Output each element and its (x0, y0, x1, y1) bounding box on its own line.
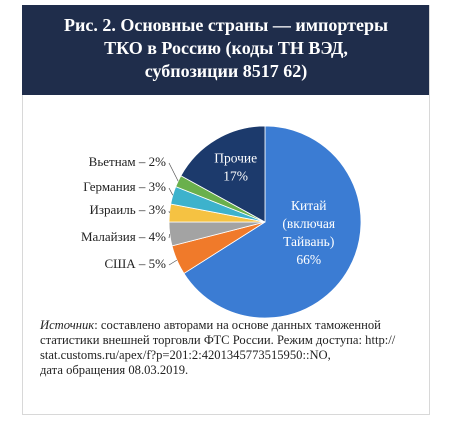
slice-label: (включая (282, 216, 335, 231)
slice-label: Тайвань) (283, 234, 334, 249)
slice-label: Прочие (214, 151, 257, 166)
slice-label: Вьетнам – 2% (89, 154, 167, 169)
leader-line (168, 233, 171, 239)
chart-title: ТКО в Россию (коды ТН ВЭД, (104, 38, 348, 59)
leader-line (168, 187, 174, 196)
slice-label: 66% (296, 252, 321, 267)
slice-label: Китай (291, 198, 327, 213)
source-label: Источник (40, 318, 95, 332)
pie-slice (183, 125, 362, 319)
source-line: stat.customs.ru/apex/f?p=201:2:420134577… (40, 348, 331, 362)
chart-title: Рис. 2. Основные страны — импортеры (64, 15, 388, 35)
slice-label: 17% (223, 169, 248, 184)
source-line: Источник: составлено авторами на основе … (40, 318, 420, 333)
slice-label: США – 5% (104, 256, 166, 271)
slice-label: Германия – 3% (83, 179, 166, 194)
slice-label: Малайзия – 4% (81, 229, 166, 244)
slice-label: Израиль – 3% (90, 202, 167, 217)
leader-line (168, 162, 179, 182)
source-text: : составлено авторами на основе данных т… (94, 318, 381, 332)
leader-line (168, 259, 178, 266)
chart-title: субпозиции 8517 62) (145, 61, 308, 82)
source-note: Источник: составлено авторами на основе … (40, 318, 420, 378)
source-line: дата обращения 08.03.2019. (40, 363, 189, 377)
source-line: статистики внешней торговли ФТС России. … (40, 333, 396, 347)
pie-slice (180, 125, 266, 223)
header-band (22, 5, 429, 95)
